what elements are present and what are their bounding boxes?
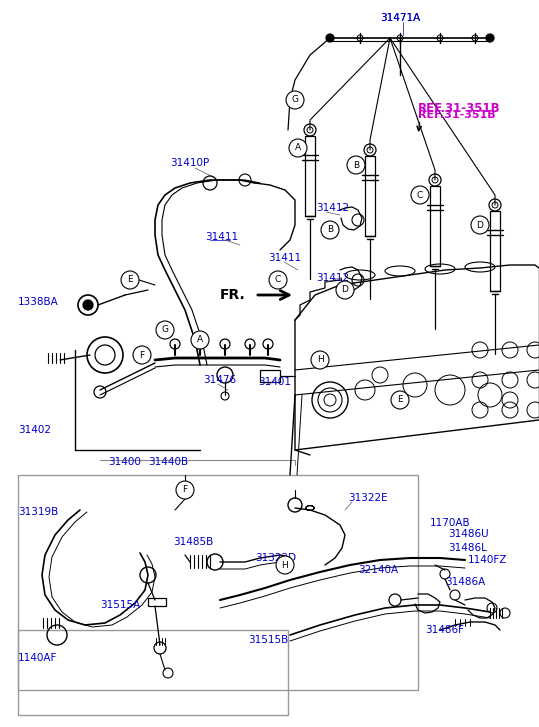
- Text: G: G: [292, 95, 299, 105]
- Text: 31515A: 31515A: [100, 600, 140, 610]
- Text: 31486A: 31486A: [445, 577, 485, 587]
- Circle shape: [286, 91, 304, 109]
- Text: H: H: [281, 561, 288, 569]
- Text: 31411: 31411: [268, 253, 301, 263]
- Bar: [148, 598, 166, 606]
- Bar: [365, 156, 375, 236]
- Text: 31515B: 31515B: [248, 635, 288, 645]
- Text: 1140FZ: 1140FZ: [468, 555, 507, 565]
- Text: 31400: 31400: [108, 457, 141, 467]
- Text: 31476: 31476: [203, 375, 236, 385]
- Text: 1338BA: 1338BA: [18, 297, 59, 307]
- Circle shape: [347, 156, 365, 174]
- Circle shape: [156, 321, 174, 339]
- Circle shape: [121, 271, 139, 289]
- Bar: [18, 630, 288, 715]
- Text: 31402: 31402: [18, 425, 51, 435]
- Text: E: E: [127, 276, 133, 284]
- Text: F: F: [140, 350, 144, 359]
- Circle shape: [191, 331, 209, 349]
- Text: H: H: [316, 356, 323, 364]
- Text: B: B: [353, 161, 359, 169]
- Text: 31485B: 31485B: [173, 537, 213, 547]
- Text: 31410P: 31410P: [170, 158, 209, 168]
- Text: 31486F: 31486F: [425, 625, 464, 635]
- Circle shape: [133, 346, 151, 364]
- Text: 32140A: 32140A: [358, 565, 398, 575]
- Circle shape: [391, 391, 409, 409]
- Bar: [260, 370, 280, 382]
- Text: REF.31-351B: REF.31-351B: [418, 110, 496, 120]
- Circle shape: [269, 271, 287, 289]
- Text: 31486L: 31486L: [448, 543, 487, 553]
- Circle shape: [289, 139, 307, 157]
- Bar: [430, 186, 440, 266]
- Text: 31486U: 31486U: [448, 529, 489, 539]
- Text: B: B: [327, 225, 333, 235]
- Circle shape: [176, 481, 194, 499]
- Circle shape: [336, 281, 354, 299]
- Text: D: D: [476, 220, 483, 230]
- Text: E: E: [397, 395, 403, 404]
- Text: 31322E: 31322E: [348, 493, 388, 503]
- Circle shape: [321, 221, 339, 239]
- Text: F: F: [182, 486, 188, 494]
- Text: 1140AF: 1140AF: [18, 653, 57, 663]
- Bar: [305, 136, 315, 216]
- Bar: [18, 475, 418, 690]
- Bar: [490, 211, 500, 291]
- Text: 31471A: 31471A: [380, 13, 420, 23]
- Text: 31401: 31401: [258, 377, 291, 387]
- Text: 31471A: 31471A: [380, 13, 420, 23]
- Text: 31412: 31412: [316, 203, 349, 213]
- Text: FR.: FR.: [220, 288, 246, 302]
- Text: 1170AB: 1170AB: [430, 518, 471, 528]
- Text: A: A: [197, 335, 203, 345]
- Text: D: D: [342, 286, 348, 294]
- Text: A: A: [295, 143, 301, 153]
- Text: 31440B: 31440B: [148, 457, 188, 467]
- Circle shape: [83, 300, 93, 310]
- Circle shape: [486, 34, 494, 42]
- Circle shape: [326, 34, 334, 42]
- Text: 31319B: 31319B: [18, 507, 58, 517]
- Text: G: G: [162, 326, 169, 334]
- Circle shape: [471, 216, 489, 234]
- Text: REF.31-351B: REF.31-351B: [418, 102, 501, 114]
- Text: 31322D: 31322D: [255, 553, 296, 563]
- Text: C: C: [417, 190, 423, 199]
- Text: 31411: 31411: [205, 232, 238, 242]
- Circle shape: [276, 556, 294, 574]
- Circle shape: [411, 186, 429, 204]
- Text: C: C: [275, 276, 281, 284]
- Circle shape: [311, 351, 329, 369]
- Text: 31412: 31412: [316, 273, 349, 283]
